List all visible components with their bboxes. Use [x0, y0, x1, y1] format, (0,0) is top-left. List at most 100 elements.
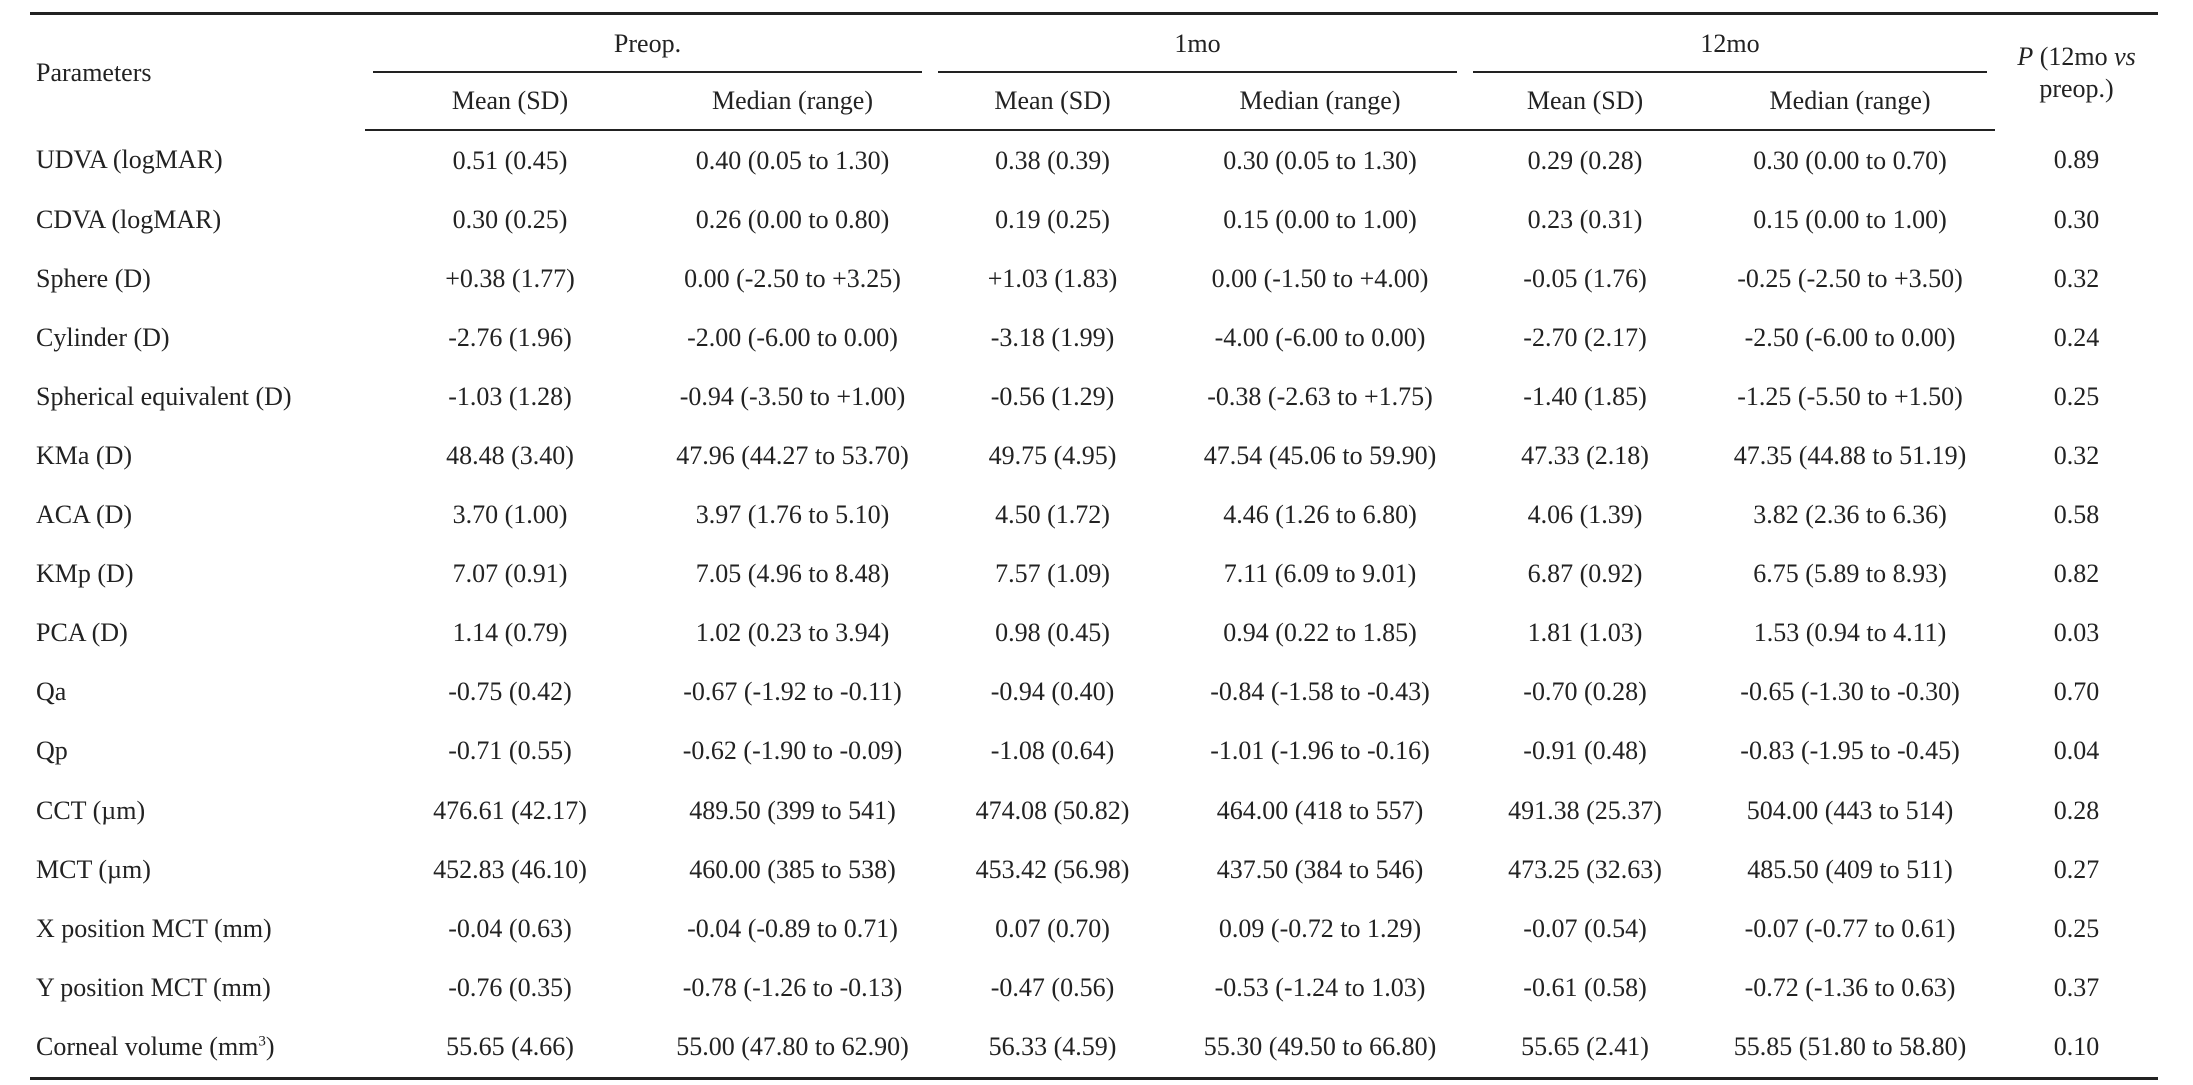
header-p-symbol: P — [2017, 41, 2034, 71]
row-parameter: MCT (µm) — [30, 840, 365, 899]
cell-preop-median: -0.78 (-1.26 to -0.13) — [682, 972, 903, 1002]
cell-preop-mean: 55.65 (4.66) — [365, 1017, 655, 1080]
table-row: ACA (D) 3.70 (1.00) 3.97 (1.76 to 5.10) 4.5… — [30, 486, 2158, 545]
cell-1mo-mean: 4.50 (1.72) — [995, 500, 1110, 530]
cell-12mo-mean: -2.70 (2.17) — [1523, 322, 1647, 352]
cell-12mo-median: 0.15 (0.00 to 1.00) — [1753, 204, 1947, 234]
header-group-1mo-label: 1mo — [1174, 29, 1221, 58]
header-p-text2: preop.) — [2039, 73, 2114, 103]
row-parameter-label: KMp (D) — [36, 559, 134, 589]
cell-12mo-median: -0.72 (-1.36 to 0.63) — [1744, 972, 1956, 1002]
cell-12mo-mean: -1.40 (1.85) — [1523, 381, 1647, 411]
row-parameter: KMp (D) — [30, 545, 365, 604]
cell-12mo-mean: 47.33 (2.18) — [1521, 441, 1649, 471]
table-container: Parameters Preop. 1mo 12mo P (12mo vs pre… — [30, 12, 2159, 1080]
cell-12mo-median: -0.07 (-0.77 to 0.61) — [1744, 913, 1956, 943]
row-parameter-label: Corneal volume (mm — [36, 1031, 259, 1061]
cell-preop-median: 7.05 (4.96 to 8.48) — [695, 559, 890, 589]
cell-p-value: 0.82 — [2053, 559, 2100, 589]
cell-preop-median: 3.97 (1.76 to 5.10) — [695, 500, 890, 530]
row-parameter-label: CCT (µm) — [36, 795, 146, 825]
cell-1mo-median: -4.00 (-6.00 to 0.00) — [1214, 322, 1426, 352]
row-parameter-label: ACA (D) — [36, 500, 133, 530]
table-row: KMp (D) 7.07 (0.91) 7.05 (4.96 to 8.48) 7.5… — [30, 545, 2158, 604]
cell-preop-median: 0.00 (-2.50 to +3.25) — [684, 263, 901, 293]
cell-preop-mean: -0.75 (0.42) — [448, 677, 572, 707]
cell-1mo-mean: 7.57 (1.09) — [995, 559, 1110, 589]
cell-1mo-mean: +1.03 (1.83) — [987, 263, 1118, 293]
table-row: CDVA (logMAR) 0.30 (0.25) 0.26 (0.00 to 0.… — [30, 190, 2158, 249]
row-parameter: CDVA (logMAR) — [30, 190, 365, 249]
table-row: Sphere (D) +0.38 (1.77) 0.00 (-2.50 to +3.… — [30, 249, 2158, 308]
cell-1mo-median: 7.11 (6.09 to 9.01) — [1223, 559, 1417, 589]
cell-1mo-median: 0.15 (0.00 to 1.00) — [1223, 204, 1417, 234]
cell-1mo-median: -0.84 (-1.58 to -0.43) — [1210, 677, 1430, 707]
row-parameter-label: KMa (D) — [36, 441, 133, 471]
table-row: Corneal volume (mm3) 55.65 (4.66) 55.00 (4… — [30, 1017, 2159, 1080]
cell-12mo-median: 0.30 (0.00 to 0.70) — [1753, 145, 1947, 175]
row-parameter-label: Qa — [36, 677, 67, 707]
cell-p-value: 0.04 — [2053, 736, 2100, 766]
cell-preop-mean: 3.70 (1.00) — [452, 500, 568, 530]
cell-preop-median: -0.04 (-0.89 to 0.71) — [687, 913, 898, 943]
cell-preop-mean: 452.83 (46.10) — [433, 854, 587, 884]
cell-1mo-mean: -3.18 (1.99) — [990, 322, 1115, 352]
header-median-range: Median (range) — [655, 73, 931, 131]
row-parameter-label: PCA (D) — [36, 618, 128, 648]
cell-p-value: 0.32 — [2053, 441, 2100, 471]
table-row: Y position MCT (mm) -0.76 (0.35) -0.78 (-1… — [30, 958, 2158, 1017]
cell-1mo-mean: 0.38 (0.39) — [995, 145, 1110, 175]
row-parameter: Qp — [30, 722, 365, 781]
row-parameter: KMa (D) — [30, 426, 365, 485]
cell-preop-median: 1.02 (0.23 to 3.94) — [695, 618, 890, 648]
cell-preop-mean: 7.07 (0.91) — [452, 559, 568, 589]
table-row: Qp -0.71 (0.55) -0.62 (-1.90 to -0.09) -1.0… — [30, 722, 2158, 781]
cell-12mo-median: 485.50 (409 to 511) — [1747, 854, 1953, 884]
row-parameter-label: UDVA (logMAR) — [36, 145, 223, 175]
table-row: MCT (µm) 452.83 (46.10) 460.00 (385 to 538… — [30, 840, 2158, 899]
cell-1mo-mean: 56.33 (4.59) — [930, 1017, 1176, 1080]
table-row: UDVA (logMAR) 0.51 (0.45) 0.40 (0.05 to 1.… — [30, 130, 2158, 190]
table-row: Spherical equivalent (D) -1.03 (1.28) -0.9… — [30, 367, 2158, 426]
cell-1mo-mean: 0.19 (0.25) — [995, 204, 1110, 234]
cell-p-value: 0.27 — [2053, 854, 2100, 884]
cell-preop-median: 47.96 (44.27 to 53.70) — [676, 441, 909, 471]
header-parameters: Parameters — [30, 12, 365, 130]
row-parameter: UDVA (logMAR) — [30, 130, 365, 190]
cell-preop-mean: -0.04 (0.63) — [448, 913, 572, 943]
row-parameter-label: CDVA (logMAR) — [36, 204, 222, 234]
cell-12mo-mean: 491.38 (25.37) — [1508, 795, 1662, 825]
results-table: Parameters Preop. 1mo 12mo P (12mo vs pre… — [30, 12, 2159, 1080]
cell-preop-mean: 48.48 (3.40) — [446, 441, 574, 471]
cell-preop-median: 55.00 (47.80 to 62.90) — [655, 1017, 931, 1080]
cell-12mo-mean: -0.70 (0.28) — [1523, 677, 1647, 707]
table-row: KMa (D) 48.48 (3.40) 47.96 (44.27 to 53.70… — [30, 426, 2158, 485]
table-body: UDVA (logMAR) 0.51 (0.45) 0.40 (0.05 to 1.… — [30, 130, 2159, 1080]
header-p-vs: vs — [2114, 41, 2136, 71]
cell-1mo-mean: -0.47 (0.56) — [990, 972, 1115, 1002]
table-row: Cylinder (D) -2.76 (1.96) -2.00 (-6.00 to … — [30, 308, 2158, 367]
cell-p-value: 0.10 — [1995, 1017, 2159, 1080]
row-parameter-label: Cylinder (D) — [36, 322, 170, 352]
cell-12mo-median: -0.65 (-1.30 to -0.30) — [1740, 677, 1960, 707]
cell-12mo-mean: -0.61 (0.58) — [1523, 972, 1647, 1002]
header-p-text1: (12mo — [2033, 41, 2115, 71]
row-parameter: Qa — [30, 663, 365, 722]
cell-1mo-mean: 453.42 (56.98) — [975, 854, 1130, 884]
cell-1mo-mean: 474.08 (50.82) — [975, 795, 1130, 825]
cell-12mo-mean: 0.23 (0.31) — [1527, 204, 1643, 234]
cell-1mo-mean: -0.56 (1.29) — [990, 381, 1115, 411]
cell-preop-median: -0.67 (-1.92 to -0.11) — [683, 677, 902, 707]
cell-p-value: 0.28 — [2053, 795, 2100, 825]
cell-1mo-median: 0.09 (-0.72 to 1.29) — [1218, 913, 1422, 943]
row-parameter-superscript: 3 — [258, 1033, 266, 1050]
table-row: CCT (µm) 476.61 (42.17) 489.50 (399 to 541… — [30, 781, 2158, 840]
table-row: PCA (D) 1.14 (0.79) 1.02 (0.23 to 3.94) 0.9… — [30, 604, 2158, 663]
table-row: Qa -0.75 (0.42) -0.67 (-1.92 to -0.11) -0.9… — [30, 663, 2158, 722]
header-mean-sd: Mean (SD) — [1465, 73, 1706, 131]
cell-1mo-mean: 49.75 (4.95) — [988, 441, 1117, 471]
cell-preop-median: 0.40 (0.05 to 1.30) — [695, 145, 890, 175]
row-parameter-label: Sphere (D) — [36, 263, 151, 293]
cell-preop-mean: +0.38 (1.77) — [445, 263, 575, 293]
header-row-subcols: Mean (SD) Median (range) Mean (SD) Media… — [30, 73, 2158, 131]
